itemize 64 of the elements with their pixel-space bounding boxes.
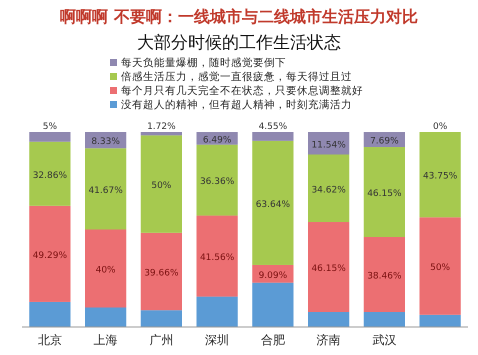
x-tick-label: 上海 xyxy=(94,333,118,347)
data-label: 46.15% xyxy=(311,264,346,274)
data-label: 50% xyxy=(430,263,451,274)
bar xyxy=(196,216,238,297)
bar xyxy=(29,132,71,142)
data-label: 38.46% xyxy=(367,272,402,282)
x-tick-label: 合肥 xyxy=(260,333,285,347)
bar xyxy=(252,140,294,265)
data-label: 46.15% xyxy=(367,189,402,200)
data-label: 11.54% xyxy=(311,140,346,150)
bar xyxy=(308,312,350,327)
data-label: 6.49% xyxy=(202,135,232,146)
data-label: 40% xyxy=(96,266,116,276)
bar xyxy=(29,302,71,327)
bar xyxy=(364,312,405,327)
data-label: 32.86% xyxy=(32,170,68,181)
data-label: 0% xyxy=(432,122,448,132)
bar xyxy=(85,308,126,327)
legend-item: 每天负能量爆棚，随时感觉要倒下 xyxy=(110,57,286,69)
data-label: 5% xyxy=(42,122,58,132)
bar xyxy=(252,282,294,327)
bar xyxy=(364,237,405,312)
bar xyxy=(85,148,126,230)
bar xyxy=(140,232,182,310)
x-tick-label: 北京 xyxy=(38,333,62,347)
data-label: 9.09% xyxy=(258,270,288,281)
data-label: 43.75% xyxy=(422,172,458,182)
bar xyxy=(308,222,350,312)
x-tick-label: 广州 xyxy=(149,333,174,347)
data-label: 50% xyxy=(151,181,172,192)
bar xyxy=(196,296,238,327)
bar xyxy=(196,144,238,216)
bar xyxy=(29,206,71,302)
data-label: 1.72% xyxy=(147,122,176,132)
data-label: 4.55% xyxy=(258,122,288,132)
bar xyxy=(419,132,461,218)
chart-title: 大部分时候的工作生活状态 xyxy=(137,33,341,53)
bar xyxy=(140,132,182,136)
data-label: 41.67% xyxy=(88,186,124,196)
bar xyxy=(140,135,182,233)
bar xyxy=(308,132,350,155)
data-label: 63.64% xyxy=(256,200,290,210)
data-label: 41.56% xyxy=(200,253,235,264)
bar xyxy=(252,132,294,141)
bar xyxy=(364,147,405,238)
legend-item: 每个月只有几天完全不在状态，只要休息调整就好 xyxy=(110,85,363,97)
bar xyxy=(85,230,126,308)
bar xyxy=(419,217,461,315)
x-tick-label: 武汉 xyxy=(372,333,396,347)
data-label: 39.66% xyxy=(144,268,179,279)
text: 啊啊啊 不要啊：一线城市与二线城市生活压力对比 xyxy=(60,7,418,26)
data-label: 7.69% xyxy=(370,136,400,147)
bar xyxy=(419,314,461,327)
x-tick-label: 深圳 xyxy=(205,333,230,347)
data-label: 34.62% xyxy=(311,185,346,196)
data-label: 36.36% xyxy=(200,177,235,188)
data-label: 49.29% xyxy=(32,250,68,261)
x-tick-label: 济南 xyxy=(316,333,341,347)
data-label: 8.33% xyxy=(91,137,120,148)
bar xyxy=(29,142,71,206)
bar xyxy=(140,310,182,327)
legend-item: 倍感生活压力，感觉一直很疲惫，每天得过且过 xyxy=(110,71,352,83)
legend-item: 没有超人的精神，但有超人精神，时刻充满活力 xyxy=(110,99,352,111)
bar xyxy=(308,154,350,222)
